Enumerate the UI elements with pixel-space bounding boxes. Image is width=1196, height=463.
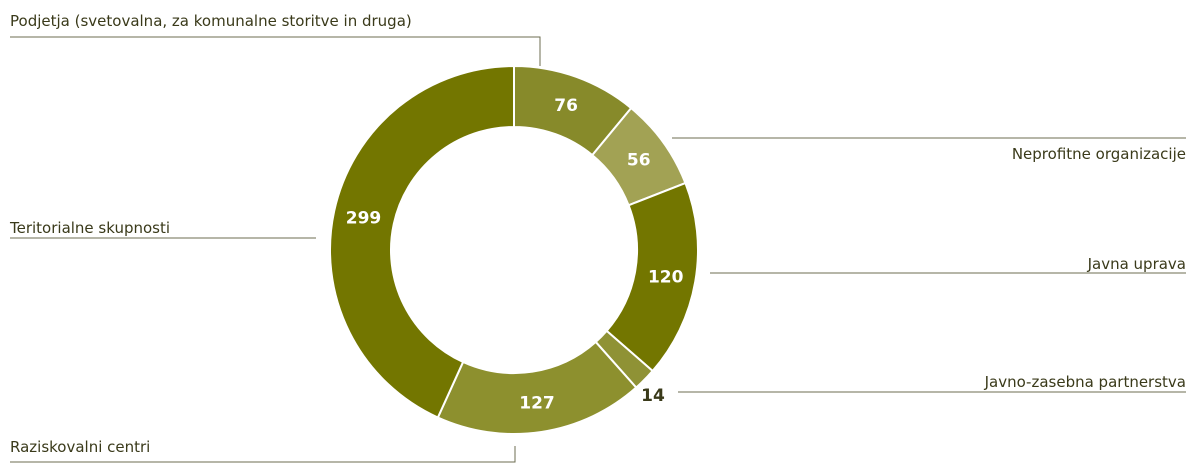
donut-slice (436, 340, 638, 435)
category-labels: Podjetja (svetovalna, za komunalne stori… (9, 12, 1186, 456)
slice-value-label: 76 (554, 96, 578, 116)
slice-value-label: 299 (346, 208, 382, 228)
slice-value-label: 120 (648, 267, 684, 287)
slice-category-label: Raziskovalni centri (10, 438, 150, 456)
slice-category-label: Podjetja (svetovalna, za komunalne stori… (10, 12, 412, 30)
donut-slice (329, 64, 515, 419)
slice-category-label: Javna uprava (1087, 255, 1186, 273)
donut-slices (329, 64, 699, 435)
slice-value-label: 56 (627, 151, 651, 171)
slice-category-label: Neprofitne organizacije (1012, 145, 1186, 163)
slice-category-label: Teritorialne skupnosti (9, 219, 170, 237)
slice-value-label: 14 (641, 386, 665, 406)
value-labels: 76 56 120 14 127 299 (346, 96, 684, 413)
slice-category-label: Javno-zasebna partnerstva (984, 373, 1186, 391)
leader-line (10, 36, 541, 66)
slice-value-label: 127 (519, 393, 555, 413)
leader-lines (10, 36, 1186, 463)
leader-line (10, 446, 516, 463)
